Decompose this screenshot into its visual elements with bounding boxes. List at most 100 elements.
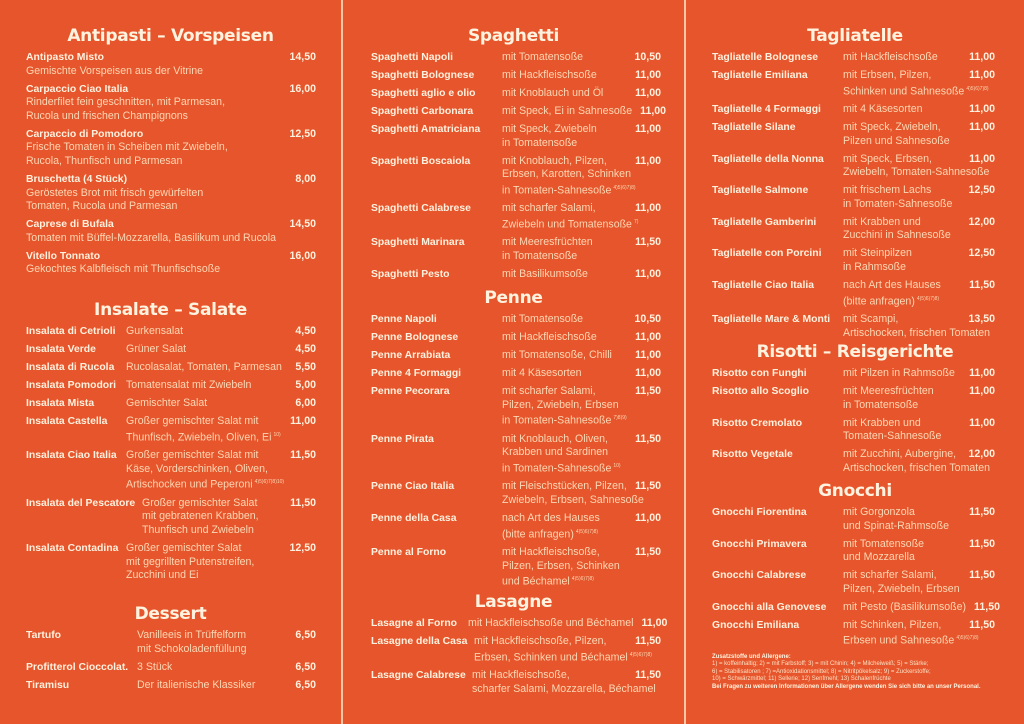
dish-description: mit scharfer Salami, Zwiebeln und Tomaten… <box>502 202 661 232</box>
description-text: mit Erbsen, Pilzen, <box>843 68 932 81</box>
dish-name: Spaghetti aglio e olio <box>371 87 476 99</box>
description-line: mit Fleischstücken, Pilzen, <box>502 480 661 494</box>
description-text: Erbsen, Schinken und Béchamel <box>474 651 628 664</box>
menu-item: Risotto Vegetale mit Zucchini, Aubergine,… <box>712 448 995 475</box>
description-text: Großer gemischter Salat <box>126 541 242 554</box>
dish-description: mit Speck, Zwiebeln in Tomatensoße <box>502 123 661 150</box>
dish-price: 11,00 <box>969 367 995 379</box>
dish-name: Carpaccio di Pomodoro <box>26 128 144 140</box>
dish-description: mit Meeresfrüchten in Tomatensoße <box>502 236 661 263</box>
dish-description: mit Hackfleischsoße, scharfer Salami, Moz… <box>472 669 661 696</box>
description-text: mit frischem Lachs <box>843 184 932 197</box>
description-text: in Tomatensoße <box>843 398 919 411</box>
dish-price: 11,00 <box>969 103 995 116</box>
menu-item: Tiramisu Der italienische Klassiker 6,50 <box>26 679 316 693</box>
description-line: Geröstetes Brot mit frisch gewürfelten <box>26 187 316 201</box>
dish-price: 11,00 <box>635 511 661 524</box>
description-line: nach Art des Hauses <box>502 512 661 526</box>
dish-description: mit Krabben und Zucchini in Sahnesoße <box>843 216 995 243</box>
section-title: Risotti – Reisgerichte <box>756 342 954 362</box>
menu-item: Insalata Pomodori Tomatensalat mit Zwiebe… <box>26 379 316 393</box>
menu-item: Tagliatelle 4 Formaggi mit 4 Käsesorten 11… <box>712 103 995 117</box>
dish-description: Rucolasalat, Tomaten, Parmesan <box>126 361 316 375</box>
description-line: mit scharfer Salami, <box>843 569 995 583</box>
description-text: (bitte anfragen) <box>843 295 915 308</box>
dish-description: mit Hackfleischsoße <box>843 51 995 65</box>
dish-name: Spaghetti Napoli <box>371 52 453 63</box>
menu-item: Insalata del Pescatore Großer gemischter … <box>26 497 316 538</box>
description-text: Zwiebeln, Tomaten-Sahnesoße <box>843 166 990 179</box>
description-text: Thunfisch, Zwiebeln, Oliven, Ei <box>126 431 272 444</box>
dish-price: 11,00 <box>635 202 661 215</box>
description-text: Artischocken, frischen Tomaten <box>843 326 991 339</box>
description-line: Pilzen, Zwiebeln, Erbsen <box>843 583 995 597</box>
menu-item: Tagliatelle Silane mit Speck, Zwiebeln, Pi… <box>712 121 995 148</box>
description-line: Pilzen, Zwiebeln, Erbsen <box>502 399 661 413</box>
dish-name: Tagliatelle 4 Formaggi <box>712 104 821 116</box>
allergen-line: 1) = koffeinhaltig; 2) = mit Farbstoff; … <box>712 661 929 668</box>
description-text: mit Knoblauch, Pilzen, <box>502 154 607 167</box>
dish-description: Gurkensalat <box>126 325 316 339</box>
section-title: Antipasti – Vorspeisen <box>67 26 274 46</box>
description-line: mit scharfer Salami, <box>502 202 661 216</box>
dish-price: 8,00 <box>295 172 316 185</box>
description-text: nach Art des Hauses <box>843 278 941 291</box>
dish-description: Vanilleeis in Trüffelform mit Schokoladen… <box>137 629 316 656</box>
menu-item: Spaghetti aglio e olio mit Knoblauch und … <box>371 87 661 101</box>
section-title: Tagliatelle <box>807 26 903 46</box>
dish-price: 10,50 <box>634 313 661 325</box>
description-line: Thunfisch und Zwiebeln <box>142 524 316 538</box>
description-line: Zwiebeln und Tomatensoße 7) <box>502 216 661 232</box>
dish-price: 11,50 <box>290 496 316 509</box>
description-line: Gemischter Salat <box>126 397 316 411</box>
dish-description: mit Knoblauch, Oliven, Krabben und Sardin… <box>502 433 661 476</box>
menu-panel-left <box>0 0 341 724</box>
description-line: mit Gorgonzola <box>843 506 995 520</box>
dish-description: mit frischem Lachs in Tomaten-Sahnesoße <box>843 184 995 211</box>
menu-item: Gnocchi Fiorentina mit Gorgonzola und Spin… <box>712 506 995 533</box>
description-line: Rucola und frischen Champignons <box>26 110 316 124</box>
description-line: mit Erbsen, Pilzen, <box>843 69 995 83</box>
description-line: Gekochtes Kalbfleisch mit Thunfischsoße <box>26 263 316 277</box>
menu-item: Risotto Cremolato mit Krabben und Tomaten-… <box>712 417 995 444</box>
description-line: mit Hackfleischsoße, <box>472 669 661 683</box>
description-text: mit Basilikumsoße <box>502 267 588 280</box>
dish-description: mit Speck, Ei in Sahnesoße <box>502 105 661 119</box>
menu-item: Penne Arrabiata mit Tomatensoße, Chilli 11… <box>371 349 661 363</box>
dish-name: Gnocchi Calabrese <box>712 570 807 582</box>
dish-name: Penne Ciao Italia <box>371 481 455 493</box>
dish-price: 11,50 <box>969 569 995 582</box>
dish-description: mit Tomatensoße und Mozzarella <box>843 538 995 565</box>
description-line: mit Scampi, <box>843 313 995 327</box>
allergen-codes: 10) <box>613 462 621 469</box>
dish-description: Geröstetes Brot mit frisch gewürfelten To… <box>26 173 316 214</box>
dish-name: Spaghetti Calabrese <box>371 203 471 215</box>
dish-price: 12,50 <box>289 541 316 554</box>
description-text: Pilzen und Sahnesoße <box>843 134 950 147</box>
description-text: mit Gorgonzola <box>843 506 915 518</box>
dish-name: Spaghetti Pesto <box>371 268 450 280</box>
menu-item: Tagliatelle Ciao Italia nach Art des Haus… <box>712 279 995 309</box>
menu-section: Lasagne al Forno mit Hackfleischsoße und … <box>371 617 667 701</box>
dish-name: Gnocchi Fiorentina <box>712 507 807 518</box>
dish-description: mit Hackfleischsoße <box>502 69 661 83</box>
description-text: mit Schinken, Pilzen, <box>843 618 942 631</box>
description-line: und Béchamel 4)5)6)7)8) <box>502 573 661 589</box>
description-text: Tomaten mit Büffel-Mozzarella, Basilikum… <box>26 231 277 244</box>
dish-description: Großer gemischter Salat mit gegrillten Pu… <box>126 542 316 583</box>
description-line: Grüner Salat <box>126 343 316 357</box>
menu-item: Carpaccio Ciao Italia Rinderfilet fein ge… <box>26 83 316 124</box>
dish-description: Tomatensalat mit Zwiebeln <box>126 379 316 393</box>
description-line: mit scharfer Salami, <box>502 385 661 399</box>
dish-name: Risotto allo Scoglio <box>712 385 809 397</box>
dish-price: 11,50 <box>290 449 316 462</box>
dish-price: 11,00 <box>969 51 995 63</box>
section-title: Lasagne <box>474 592 553 612</box>
dish-description: mit Hackfleischsoße und Béchamel <box>468 617 661 631</box>
dish-price: 11,00 <box>635 122 661 135</box>
menu-item: Lasagne della Casa mit Hackfleischsoße, P… <box>371 635 661 665</box>
description-line: Artischocken und Peperoni 4)5)6)7)8)10) <box>126 476 316 492</box>
menu-section: Tagliatelle Bolognese mit Hackfleischsoße… <box>712 51 995 345</box>
description-text: mit 4 Käsesorten <box>843 103 923 116</box>
dish-description: mit Scampi, Artischocken, frischen Tomate… <box>843 313 995 340</box>
